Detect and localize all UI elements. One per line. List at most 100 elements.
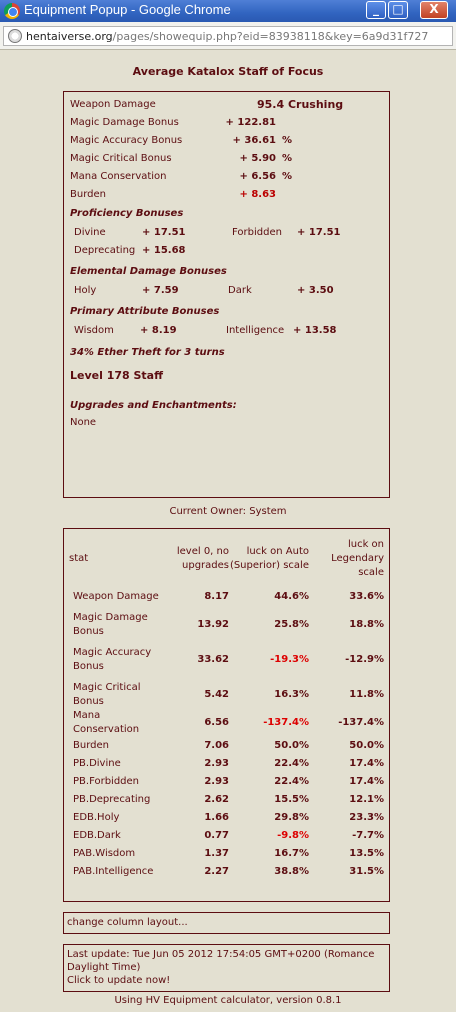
legendary-scale-cell: 18.8% bbox=[349, 619, 384, 630]
elem-holy-value: + 7.59 bbox=[142, 285, 179, 296]
stat-value: + 122.81 bbox=[225, 117, 276, 128]
address-bar: hentaiverse.org/pages/showequip.php?eid=… bbox=[0, 22, 456, 50]
base-value-cell: 2.93 bbox=[204, 758, 229, 769]
stat-name-cell: Weapon Damage bbox=[73, 591, 159, 602]
auto-scale-cell: 16.7% bbox=[274, 848, 309, 859]
auto-scale-cell: 50.0% bbox=[274, 740, 309, 751]
close-button[interactable]: X bbox=[420, 1, 448, 19]
stat-name-cell: PAB.Intelligence bbox=[73, 866, 154, 877]
table-row: Mana Conservation 6.56 -137.4% -137.4% bbox=[69, 709, 384, 737]
elemental-title: Elemental Damage Bonuses bbox=[70, 266, 227, 277]
table-row: EDB.Holy 1.66 29.8% 23.3% bbox=[69, 809, 384, 827]
base-value-cell: 1.37 bbox=[204, 848, 229, 859]
col-header-legendary: luck on Legendary scale bbox=[331, 539, 384, 578]
window-titlebar: Equipment Popup - Google Chrome _ □ X bbox=[0, 0, 456, 22]
prof-forbidden-label: Forbidden bbox=[232, 227, 282, 238]
stat-value: + 6.56 bbox=[239, 171, 276, 182]
stat-name-cell: Magic Damage Bonus bbox=[73, 612, 148, 637]
stat-name-cell: EDB.Holy bbox=[73, 812, 120, 823]
base-value-cell: 0.77 bbox=[204, 830, 229, 841]
auto-scale-cell: 22.4% bbox=[274, 758, 309, 769]
stat-label: Mana Conservation bbox=[70, 171, 167, 182]
ether-theft: 34% Ether Theft for 3 turns bbox=[70, 347, 225, 358]
stat-value: + 36.61 bbox=[232, 135, 277, 146]
url-host: hentaiverse.org bbox=[26, 30, 113, 43]
minimize-button[interactable]: _ bbox=[366, 1, 386, 19]
window-title: Equipment Popup - Google Chrome bbox=[24, 2, 231, 17]
table-row: PAB.Wisdom 1.37 16.7% 13.5% bbox=[69, 845, 384, 863]
url-text: hentaiverse.org/pages/showequip.php?eid=… bbox=[26, 30, 428, 43]
base-value-cell: 7.06 bbox=[204, 740, 229, 751]
base-value-cell: 2.93 bbox=[204, 776, 229, 787]
col-header-auto: luck on Auto (Superior) scale bbox=[229, 546, 309, 571]
legendary-scale-cell: 12.1% bbox=[349, 794, 384, 805]
table-row: PAB.Intelligence 2.27 38.8% 31.5% bbox=[69, 863, 384, 881]
auto-scale-cell: -9.8% bbox=[277, 830, 309, 841]
col-header-base: level 0, no upgrades bbox=[176, 546, 229, 571]
base-value-cell: 8.17 bbox=[204, 591, 229, 602]
stat-name-cell: Magic Accuracy Bonus bbox=[73, 647, 152, 672]
legendary-scale-cell: -12.9% bbox=[345, 654, 384, 665]
table-row: Weapon Damage 8.17 44.6% 33.6% bbox=[69, 583, 384, 611]
pab-intelligence-label: Intelligence bbox=[226, 325, 285, 336]
auto-scale-cell: 15.5% bbox=[274, 794, 309, 805]
pab-intelligence-value: + 13.58 bbox=[293, 325, 337, 336]
prof-deprecating-label: Deprecating bbox=[74, 245, 136, 256]
legendary-scale-cell: 13.5% bbox=[349, 848, 384, 859]
elem-dark-value: + 3.50 bbox=[297, 285, 334, 296]
url-field[interactable]: hentaiverse.org/pages/showequip.php?eid=… bbox=[3, 26, 453, 46]
current-owner: Current Owner: System bbox=[169, 506, 287, 517]
table-row: Magic Critical Bonus 5.42 16.3% 11.8% bbox=[69, 681, 384, 709]
col-header-stat: stat bbox=[69, 553, 89, 564]
weapon-damage-label: Weapon Damage bbox=[70, 99, 156, 110]
maximize-button[interactable]: □ bbox=[388, 1, 408, 19]
last-update-text: Last update: Tue Jun 05 2012 17:54:05 GM… bbox=[67, 949, 375, 973]
legendary-scale-cell: 23.3% bbox=[349, 812, 384, 823]
prof-divine-label: Divine bbox=[74, 227, 106, 238]
stat-name-cell: PB.Forbidden bbox=[73, 776, 140, 787]
auto-scale-cell: 25.8% bbox=[274, 619, 309, 630]
item-stats-panel: Weapon Damage 95.4 Crushing Magic Damage… bbox=[63, 91, 390, 498]
pab-wisdom-label: Wisdom bbox=[74, 325, 114, 336]
stat-unit: % bbox=[282, 171, 293, 182]
base-value-cell: 2.27 bbox=[204, 866, 229, 877]
base-value-cell: 6.56 bbox=[204, 717, 229, 728]
burden-value: + 8.63 bbox=[239, 189, 276, 200]
stat-unit: % bbox=[282, 135, 293, 146]
stat-name-cell: PAB.Wisdom bbox=[73, 848, 136, 859]
stat-name-cell: PB.Divine bbox=[73, 758, 121, 769]
calculator-table: stat level 0, no upgrades luck on Auto (… bbox=[69, 535, 384, 881]
pab-wisdom-value: + 8.19 bbox=[140, 325, 177, 336]
table-row: Magic Damage Bonus 13.92 25.8% 18.8% bbox=[69, 611, 384, 639]
update-now-link[interactable]: Click to update now! bbox=[67, 975, 171, 986]
stat-label: Magic Critical Bonus bbox=[70, 153, 172, 164]
proficiency-title: Proficiency Bonuses bbox=[70, 208, 184, 219]
prof-divine-value: + 17.51 bbox=[142, 227, 186, 238]
legendary-scale-cell: 50.0% bbox=[349, 740, 384, 751]
item-name: Average Katalox Staff of Focus bbox=[132, 65, 324, 78]
table-row: EDB.Dark 0.77 -9.8% -7.7% bbox=[69, 827, 384, 845]
stat-name-cell: EDB.Dark bbox=[73, 830, 121, 841]
stat-unit: % bbox=[282, 153, 293, 164]
calculator-panel: stat level 0, no upgrades luck on Auto (… bbox=[63, 528, 390, 902]
base-value-cell: 13.92 bbox=[197, 619, 229, 630]
legendary-scale-cell: -7.7% bbox=[352, 830, 384, 841]
weapon-damage-value: 95.4 Crushing bbox=[257, 98, 344, 111]
primary-title: Primary Attribute Bonuses bbox=[70, 306, 220, 317]
base-value-cell: 2.62 bbox=[204, 794, 229, 805]
stat-name-cell: Burden bbox=[73, 740, 109, 751]
legendary-scale-cell: 17.4% bbox=[349, 758, 384, 769]
base-value-cell: 1.66 bbox=[204, 812, 229, 823]
table-row: Magic Accuracy Bonus 33.62 -19.3% -12.9% bbox=[69, 639, 384, 681]
stat-value: + 5.90 bbox=[239, 153, 276, 164]
legendary-scale-cell: 11.8% bbox=[349, 689, 384, 700]
table-row: Burden 7.06 50.0% 50.0% bbox=[69, 737, 384, 755]
prof-deprecating-value: + 15.68 bbox=[142, 245, 186, 256]
table-body: Weapon Damage 8.17 44.6% 33.6% Magic Damage … bbox=[69, 583, 384, 881]
upgrades-title: Upgrades and Enchantments: bbox=[70, 400, 237, 411]
stat-label: Magic Damage Bonus bbox=[70, 117, 179, 128]
url-path: /pages/showequip.php?eid=83938118&key=6a… bbox=[112, 30, 429, 43]
change-column-layout-link[interactable]: change column layout... bbox=[63, 912, 390, 934]
elem-dark-label: Dark bbox=[228, 285, 252, 296]
legendary-scale-cell: -137.4% bbox=[338, 717, 384, 728]
